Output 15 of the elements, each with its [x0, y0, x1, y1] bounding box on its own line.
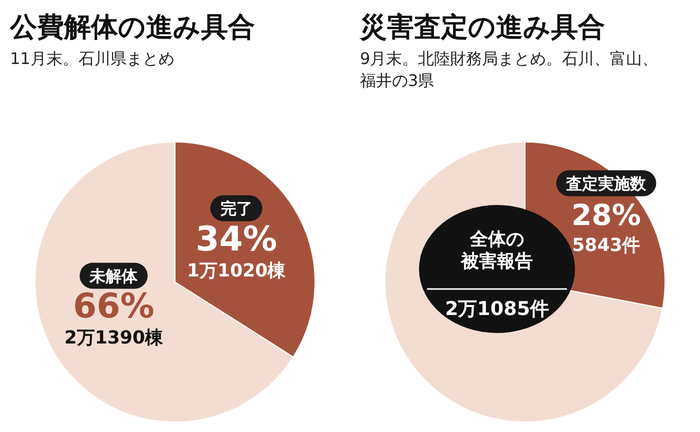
chart-title: 公費解体の進み具合 — [9, 12, 255, 43]
chart-title: 災害査定の進み具合 — [359, 12, 605, 43]
chart-subtitle: 9月末。北陸財務局まとめ。石川、富山、福井の3県 — [360, 49, 658, 90]
slice-label: 未解体 — [88, 266, 139, 286]
data-label: 28% — [571, 198, 641, 232]
data-label: 34% — [196, 219, 278, 260]
data-label: 66% — [72, 286, 154, 327]
text: 全体の被害報告 — [460, 229, 533, 272]
text: 2万1390棟 — [64, 328, 164, 349]
slice-label: 完了 — [220, 199, 252, 218]
slice-label: 査定実施数 — [565, 174, 648, 193]
text: 2万1085件 — [444, 298, 550, 320]
text: 1万1020棟 — [187, 260, 287, 282]
text: 5843件 — [572, 235, 640, 256]
chart-subtitle: 11月末。石川県まとめ — [10, 49, 174, 68]
